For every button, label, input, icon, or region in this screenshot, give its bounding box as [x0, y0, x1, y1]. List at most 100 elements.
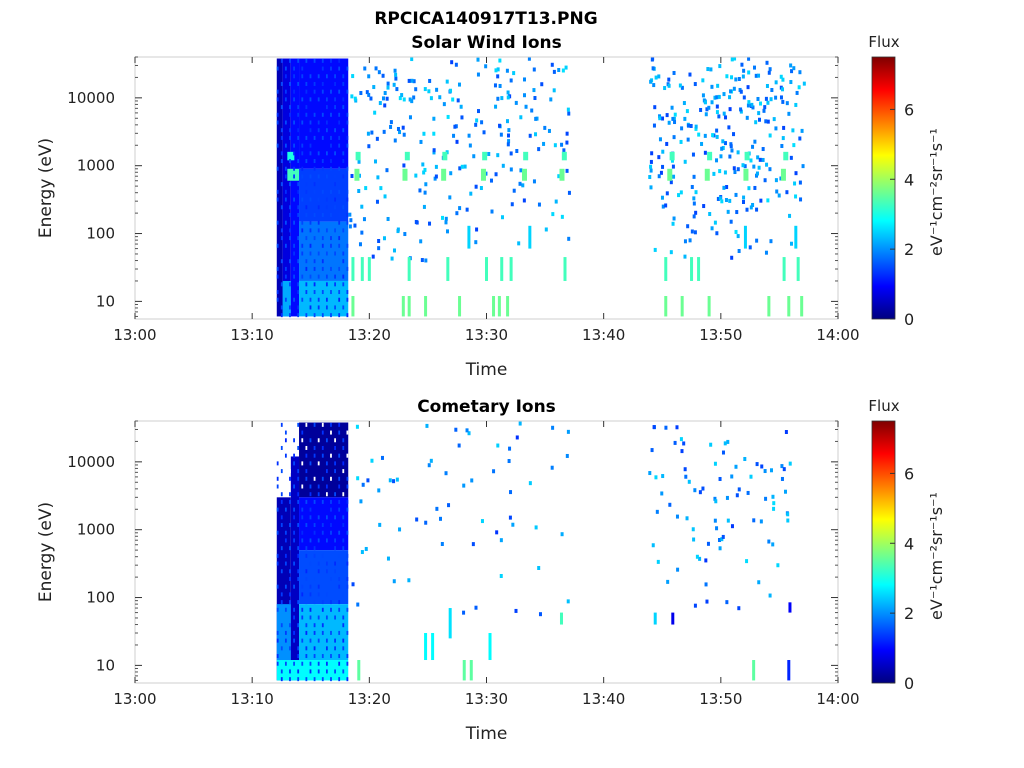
flux-block [299, 168, 349, 222]
y-axis-label: Energy (eV) [36, 138, 56, 238]
flux-stripe [280, 135, 283, 140]
flux-stripe [305, 553, 308, 558]
flux-stripe [297, 476, 300, 481]
flux-stripe [301, 561, 304, 566]
flux-stripe [334, 305, 336, 310]
flux-stripe [301, 74, 304, 79]
flux-stripe [289, 81, 291, 86]
flux-stripe [321, 159, 324, 164]
flux-pixel [386, 81, 390, 86]
flux-pixel [653, 247, 657, 252]
flux-pixel [792, 66, 796, 71]
flux-pixel [360, 204, 364, 209]
flux-stripe [317, 251, 320, 256]
flux-pixel [474, 605, 478, 610]
flux-stripe [289, 422, 291, 427]
flux-pixel [781, 99, 785, 104]
flux-stripe [313, 600, 316, 605]
flux-pixel [737, 249, 741, 254]
flux-stripe [321, 445, 324, 450]
flux-stripe [313, 630, 316, 635]
flux-stripe [342, 538, 345, 543]
flux-pixel [533, 96, 537, 101]
flux-block [282, 58, 291, 317]
flux-pixel [742, 195, 746, 200]
colorbar-tick-label: 0 [904, 310, 914, 329]
flux-pixel [673, 120, 677, 125]
spectrogram [276, 421, 792, 682]
flux-stripe [309, 305, 312, 310]
flux-pixel [458, 166, 462, 171]
flux-stripe [330, 313, 332, 318]
flux-bar [485, 257, 488, 281]
flux-pixel [800, 128, 804, 133]
flux-stripe [289, 646, 291, 651]
flux-bar [492, 296, 496, 317]
flux-stripe [321, 530, 324, 535]
flux-stripe [313, 445, 316, 450]
flux-stripe [317, 74, 320, 79]
flux-pixel [718, 64, 722, 69]
flux-pixel [771, 542, 775, 547]
plot-frame [134, 420, 839, 684]
flux-stripe [317, 151, 320, 156]
flux-stripe [313, 290, 316, 295]
flux-pixel [567, 111, 571, 116]
flux-pixel [754, 120, 758, 125]
flux-pixel [706, 67, 710, 72]
flux-pixel [779, 176, 783, 181]
flux-pixel [408, 97, 412, 102]
flux-pixel [552, 69, 556, 74]
flux-stripe [313, 266, 316, 271]
flux-stripe [342, 274, 345, 279]
flux-stripe [301, 484, 304, 489]
flux-stripe [334, 438, 336, 443]
flux-stripe [334, 174, 336, 179]
flux-stripe [276, 89, 279, 94]
flux-pixel [715, 110, 719, 115]
flux-stripe [301, 97, 304, 102]
flux-pixel [350, 94, 354, 99]
flux-pixel [730, 75, 734, 80]
flux-pixel [412, 79, 416, 84]
flux-stripe [317, 592, 320, 597]
flux-stripe [334, 205, 336, 210]
flux-stripe [297, 182, 300, 187]
flux-band [704, 168, 710, 181]
flux-pixel [679, 139, 683, 144]
flux-stripe [284, 507, 287, 512]
flux-pixel [489, 178, 493, 183]
flux-stripe [321, 166, 324, 171]
flux-stripe [301, 197, 304, 202]
flux-stripe [330, 507, 332, 512]
flux-stripe [321, 236, 324, 241]
flux-pixel [719, 154, 723, 159]
flux-pixel [764, 496, 768, 501]
flux-stripe [313, 159, 316, 164]
flux-stripe [276, 112, 279, 117]
flux-pixel [465, 428, 469, 433]
flux-pixel [650, 57, 654, 62]
flux-stripe [309, 669, 312, 674]
flux-stripe [284, 430, 287, 435]
flux-pixel [398, 527, 402, 532]
flux-pixel [799, 197, 803, 202]
flux-pixel [747, 186, 751, 191]
flux-stripe [284, 66, 287, 71]
flux-pixel [687, 479, 691, 484]
flux-stripe [289, 205, 291, 210]
flux-stripe [301, 166, 304, 171]
flux-stripe [313, 422, 316, 427]
flux-pixel [395, 477, 399, 482]
flux-stripe [321, 58, 324, 63]
colorbar-title: Flux [868, 33, 899, 51]
flux-pixel [741, 74, 745, 79]
flux-pixel [652, 83, 656, 88]
flux-stripe [346, 553, 349, 558]
flux-pixel [683, 116, 687, 121]
flux-stripe [342, 615, 345, 620]
flux-pixel [423, 87, 427, 92]
flux-stripe [338, 607, 341, 612]
flux-stripe [334, 251, 336, 256]
flux-stripe [317, 220, 320, 225]
